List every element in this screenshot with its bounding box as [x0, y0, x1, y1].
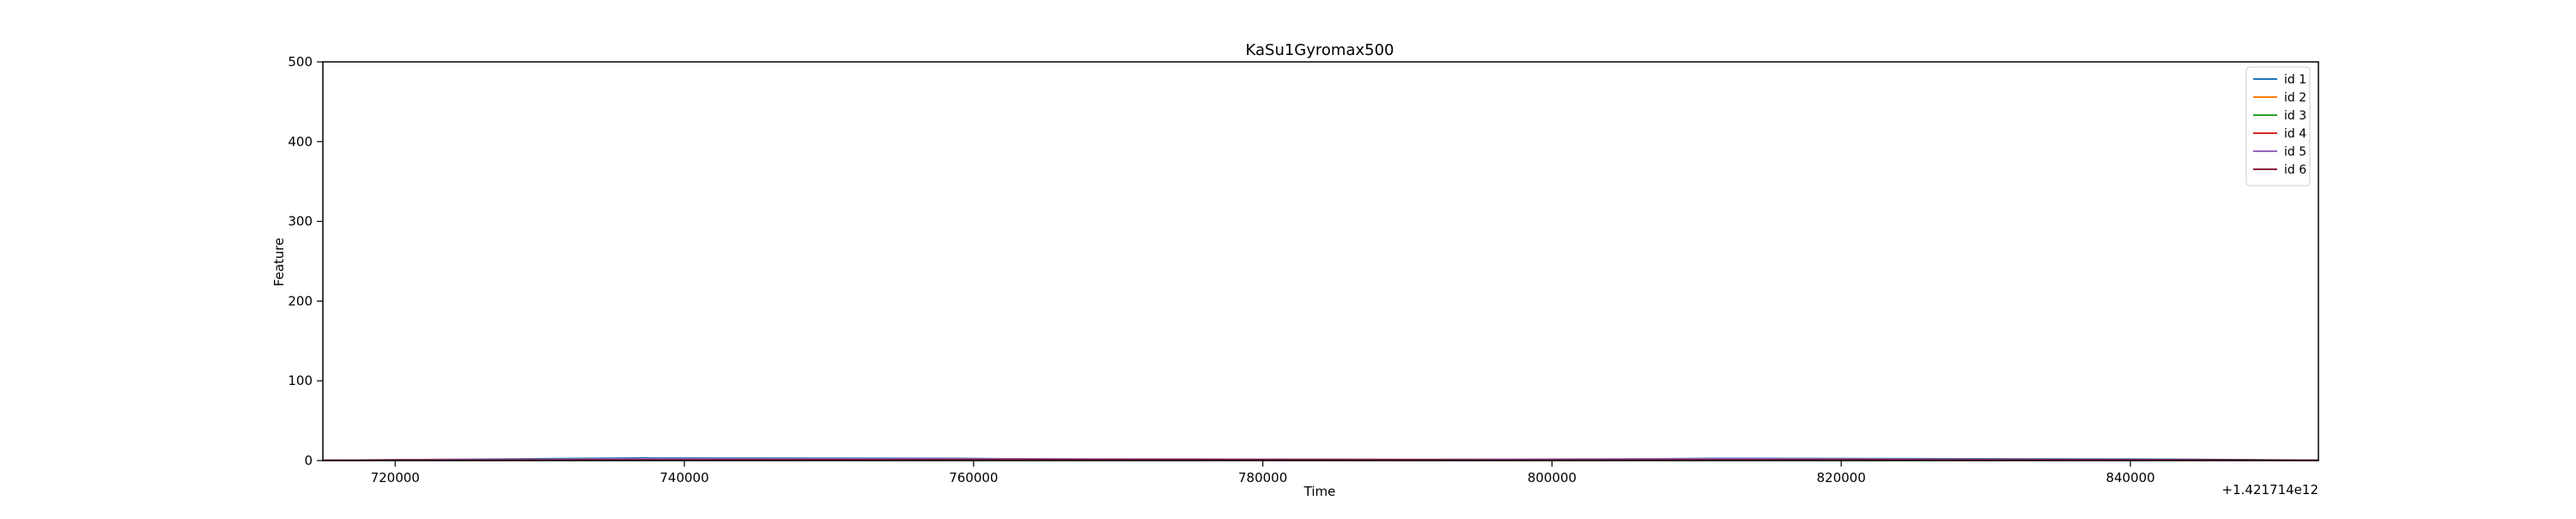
legend-label: id 2 [2284, 91, 2306, 105]
x-tick-label: 820000 [1817, 470, 1866, 485]
legend: id 1 id 2 id 3 id 4 id 5 id 6 [2245, 66, 2311, 186]
y-axis: 0 100 200 300 400 500 [288, 54, 323, 468]
y-axis-label: Feature [271, 238, 287, 287]
legend-label: id 5 [2284, 145, 2306, 159]
y-tick-label: 400 [288, 134, 313, 150]
x-tick-label: 780000 [1238, 470, 1287, 485]
x-axis-label: Time [1303, 484, 1336, 499]
y-tick-label: 100 [288, 373, 313, 388]
x-tick-label: 800000 [1528, 470, 1577, 485]
legend-label: id 4 [2284, 127, 2306, 141]
legend-label: id 6 [2284, 163, 2306, 177]
x-tick-label: 720000 [371, 470, 420, 485]
plot-area [322, 457, 2319, 461]
legend-label: id 3 [2284, 109, 2306, 123]
y-tick-label: 500 [288, 54, 313, 70]
x-tick-label: 760000 [949, 470, 998, 485]
x-axis-offset-label: +1.421714e12 [2222, 482, 2318, 498]
legend-label: id 1 [2284, 73, 2306, 87]
x-axis: 720000 740000 760000 780000 800000 820000 8400… [371, 461, 2155, 485]
y-tick-label: 0 [304, 453, 313, 468]
y-tick-label: 300 [288, 214, 313, 229]
x-tick-label: 740000 [659, 470, 708, 485]
x-tick-label: 840000 [2105, 470, 2154, 485]
plot-frame [322, 61, 2319, 461]
chart-title: KaSu1Gyromax500 [1246, 41, 1394, 59]
y-tick-label: 200 [288, 293, 313, 308]
series-line-6 [322, 458, 2319, 461]
